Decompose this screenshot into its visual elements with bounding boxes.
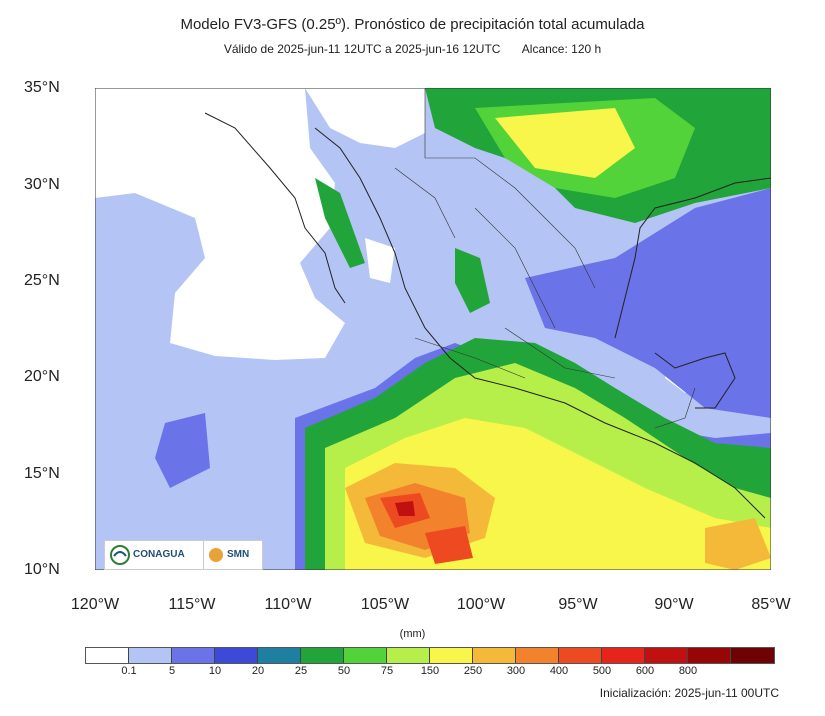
colorbar-tick-label: 5 <box>168 665 176 677</box>
colorbar-tick-label: 150 <box>420 665 440 677</box>
red-core-2 <box>425 526 473 564</box>
colorbar-tick-label: 25 <box>294 665 308 677</box>
colorbar-swatch <box>430 648 473 663</box>
lat-label-15: 15°N <box>24 465 60 482</box>
colorbar-swatch <box>602 648 645 663</box>
coastline <box>204 112 771 519</box>
colorbar-swatch <box>559 648 602 663</box>
lon-label-105: 105°W <box>360 596 410 613</box>
lat-label-10: 10°N <box>24 561 60 578</box>
smn-logo: SMN <box>203 540 263 570</box>
orange-east <box>705 518 771 570</box>
lon-label-120: 120°W <box>70 596 120 613</box>
map-title: Modelo FV3-GFS (0.25º). Pronóstico de pr… <box>180 16 645 33</box>
forecast-range: Alcance: 120 h <box>521 42 602 56</box>
lon-label-95: 95°W <box>558 596 598 613</box>
colorbar-swatch <box>688 648 731 663</box>
dry-area-baja <box>95 88 345 360</box>
conagua-logo: CONAGUA <box>104 540 204 570</box>
colorbar-tick-label: 800 <box>678 665 698 677</box>
lat-label-25: 25°N <box>24 272 60 289</box>
colorbar-swatch <box>86 648 129 663</box>
lon-label-100: 100°W <box>456 596 506 613</box>
colorbar-tick-label: 10 <box>208 665 222 677</box>
colorbar-tick-label: 400 <box>549 665 569 677</box>
colorbar-swatch <box>344 648 387 663</box>
valid-period: Válido de 2025-jun-11 12UTC a 2025-jun-1… <box>223 42 501 56</box>
colorbar-swatch <box>301 648 344 663</box>
colorbar-swatch <box>731 648 774 663</box>
blue-band-gulf <box>525 188 771 418</box>
conagua-label: CONAGUA <box>133 549 185 560</box>
colorbar-swatch <box>129 648 172 663</box>
colorbar-tick-label: 600 <box>635 665 655 677</box>
smn-label: SMN <box>227 549 250 560</box>
units-label: (mm) <box>399 628 426 640</box>
colorbar-tick-label: 0.1 <box>121 665 137 677</box>
lon-label-90: 90°W <box>654 596 694 613</box>
precipitation-colorbar <box>85 647 775 664</box>
colorbar-swatch <box>387 648 430 663</box>
smn-emblem-icon <box>209 548 223 562</box>
blue-island <box>155 413 210 488</box>
colorbar-tick-label: 500 <box>592 665 612 677</box>
dry-area-central <box>365 238 395 283</box>
colorbar-tick-label: 75 <box>380 665 394 677</box>
lat-label-35: 35°N <box>24 79 60 96</box>
initialization-time: Inicialización: 2025-jun-11 00UTC <box>599 686 779 700</box>
darkred-core-1 <box>395 501 415 516</box>
colorbar-swatch <box>172 648 215 663</box>
precipitation-map <box>95 88 771 570</box>
map-subtitle: Válido de 2025-jun-11 12UTC a 2025-jun-1… <box>0 42 825 56</box>
dry-area-north <box>305 88 425 148</box>
state-borders <box>394 88 696 429</box>
lon-label-115: 115°W <box>168 596 216 613</box>
map-canvas <box>95 88 771 570</box>
lat-label-30: 30°N <box>24 176 60 193</box>
colorbar-swatch <box>258 648 301 663</box>
colorbar-swatch <box>516 648 559 663</box>
colorbar-swatch <box>645 648 688 663</box>
colorbar-tick-label: 250 <box>463 665 483 677</box>
colorbar-swatch <box>473 648 516 663</box>
green-sierra-1 <box>315 178 365 268</box>
lon-label-110: 110°W <box>264 596 312 613</box>
colorbar-tick-label: 50 <box>337 665 351 677</box>
conagua-emblem-icon <box>110 545 130 565</box>
yellow-texas <box>495 108 635 178</box>
colorbar-swatch <box>215 648 258 663</box>
lon-label-85: 85°W <box>751 596 791 613</box>
green-sierra-2 <box>455 248 490 313</box>
colorbar-tick-label: 300 <box>506 665 526 677</box>
lat-label-20: 20°N <box>24 368 60 385</box>
colorbar-tick-label: 20 <box>251 665 265 677</box>
